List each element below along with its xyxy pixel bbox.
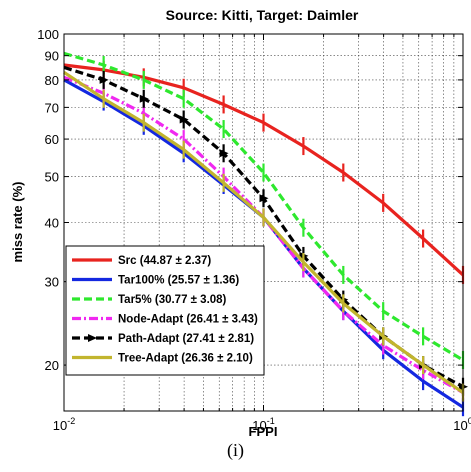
- series-marker: [179, 115, 189, 124]
- y-tick-label: 70: [45, 100, 59, 115]
- series-marker: [99, 75, 109, 84]
- legend: Src (44.87 ± 2.37) Tar100% (25.57 ± 1.36)…: [65, 245, 265, 376]
- legend-entry: Tree-Adapt (26.36 ± 2.10): [72, 353, 253, 365]
- y-tick-label: 60: [45, 132, 59, 147]
- legend-label: Tree-Adapt (26.36 ± 2.10): [118, 353, 253, 365]
- y-tick-label: 20: [45, 358, 59, 373]
- legend-entry: Tar5% (30.77 ± 3.08): [72, 294, 227, 306]
- y-tick-label: 100: [37, 27, 59, 42]
- figure-caption: (i): [227, 440, 244, 460]
- series-marker: [259, 194, 269, 203]
- legend-label: Src (44.87 ± 2.37): [118, 255, 211, 267]
- legend-label: Tar100% (25.57 ± 1.36): [118, 275, 239, 287]
- legend-label: Path-Adapt (27.41 ± 2.81): [118, 333, 254, 345]
- legend-entry: Path-Adapt (27.41 ± 2.81): [72, 333, 254, 345]
- series-layer: [63, 51, 468, 417]
- series-line: [63, 51, 464, 362]
- legend-marker: [88, 334, 97, 342]
- legend-entry: Tar100% (25.57 ± 1.36): [72, 275, 239, 287]
- y-axis-label: miss rate (%): [10, 182, 25, 263]
- ticks: 20 30 40 50 60 70 80 90 100 10-2 10-1 100: [37, 27, 471, 433]
- chart: Source: Kitti, Target: Daimler 20 30 40 50 6…: [10, 7, 471, 439]
- y-tick-label: 80: [45, 73, 59, 88]
- legend-box: [65, 245, 265, 376]
- x-tick-label: 10-2: [53, 416, 75, 433]
- legend-label: Node-Adapt (26.41 ± 3.43): [118, 314, 258, 326]
- series-2: [63, 51, 465, 370]
- y-tick-label: 50: [45, 170, 59, 185]
- chart-title: Source: Kitti, Target: Daimler: [166, 7, 359, 23]
- legend-entry: Node-Adapt (26.41 ± 3.43): [72, 314, 258, 326]
- x-tick-label: 100: [453, 416, 471, 433]
- series-marker: [219, 149, 229, 158]
- series-marker: [139, 94, 149, 103]
- x-tick-label: 10-1: [252, 416, 274, 433]
- legend-entry: Src (44.87 ± 2.37): [72, 255, 211, 267]
- x-axis-label: FPPI: [249, 424, 278, 439]
- y-tick-label: 30: [45, 275, 59, 290]
- legend-label: Tar5% (30.77 ± 3.08): [118, 294, 227, 306]
- y-tick-label: 90: [45, 49, 59, 64]
- y-tick-label: 40: [45, 216, 59, 231]
